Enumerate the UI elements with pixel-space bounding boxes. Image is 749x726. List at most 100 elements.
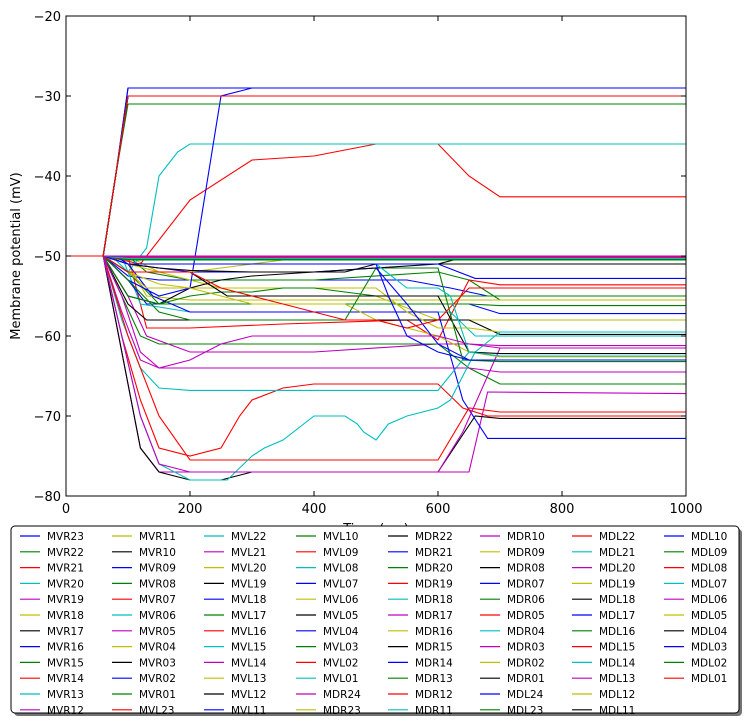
legend-label: MDL08 — [691, 563, 727, 575]
series-line-mvr05 — [66, 255, 686, 373]
legend-label: MVR01 — [139, 689, 176, 701]
legend-label: MDR10 — [507, 531, 545, 543]
legend-label: MVR11 — [139, 531, 176, 543]
legend-label: MDR18 — [415, 594, 453, 606]
legend-label: MVL09 — [323, 547, 358, 559]
legend-label: MDL21 — [599, 547, 635, 559]
legend-label: MVL04 — [323, 626, 359, 638]
x-tick-label: 200 — [178, 502, 203, 517]
legend-label: MDR07 — [507, 578, 545, 590]
x-axis: 0 200 400 600 800 1000 — [62, 16, 703, 517]
legend-label: MVR15 — [47, 657, 84, 669]
legend-label: MDL07 — [691, 578, 727, 590]
legend-label: MVR02 — [139, 673, 176, 685]
legend-label: MDL24 — [507, 689, 544, 701]
legend-label: MVR09 — [139, 563, 176, 575]
legend-label: MDL16 — [599, 626, 636, 638]
legend-label: MDL02 — [691, 657, 727, 669]
legend-label: MVL23 — [139, 705, 174, 717]
legend-label: MDL03 — [691, 642, 727, 654]
series-line-mvl07 — [66, 255, 686, 361]
legend-label: MDL04 — [691, 626, 728, 638]
legend-label: MVL12 — [231, 689, 266, 701]
y-tick-label: −70 — [34, 410, 61, 425]
legend: MVR23 MVR22 MVR21 MVR20 MVR19 MVR18 MVR17 MVR16… — [10, 525, 742, 717]
legend-label: MVL15 — [231, 642, 266, 654]
legend-label: MVR03 — [139, 657, 176, 669]
legend-label: MVL21 — [231, 547, 266, 559]
legend-label: MVR13 — [47, 689, 84, 701]
series-line-mvl21 — [66, 255, 686, 473]
x-tick-label: 400 — [302, 502, 327, 517]
legend-label: MDL11 — [599, 705, 635, 717]
legend-label: MVL02 — [323, 657, 358, 669]
y-tick-label: −20 — [34, 10, 61, 25]
legend-label: MVR06 — [139, 610, 176, 622]
legend-label: MDR15 — [415, 642, 453, 654]
legend-label: MVR23 — [47, 531, 84, 543]
legend-label: MDL14 — [599, 657, 636, 669]
series-line-mvl14 — [66, 255, 686, 369]
legend-label: MDL06 — [691, 594, 728, 606]
legend-label: MDR17 — [415, 610, 453, 622]
legend-label: MVR20 — [47, 578, 84, 590]
legend-label: MDR16 — [415, 626, 453, 638]
legend-label: MVL08 — [323, 563, 358, 575]
series-line-mvl23 — [66, 255, 686, 461]
y-tick-label: −30 — [34, 90, 61, 105]
legend-label: MDR01 — [507, 673, 545, 685]
series-line-mvl01 — [66, 255, 686, 259]
x-tick-label: 800 — [550, 502, 575, 517]
legend-label: MVR05 — [139, 626, 176, 638]
legend-label: MDR19 — [415, 578, 453, 590]
legend-label: MDL10 — [691, 531, 727, 543]
series-line-mvl17 — [66, 255, 686, 363]
y-tick-label: −50 — [34, 250, 61, 265]
series-line-mvr14 — [66, 143, 686, 265]
legend-label: MDR04 — [507, 626, 545, 638]
x-tick-label: 600 — [426, 502, 451, 517]
series-line-mdl01 — [66, 95, 686, 257]
legend-label: MVL16 — [231, 626, 267, 638]
legend-label: MVL14 — [231, 657, 267, 669]
legend-label: MVL13 — [231, 673, 266, 685]
legend-label: MDR02 — [507, 657, 545, 669]
y-axis: −80 −70 −60 −50 −40 −30 −20 — [34, 10, 686, 505]
legend-label: MDL17 — [599, 610, 635, 622]
legend-label: MVR14 — [47, 673, 84, 685]
legend-label: MVR07 — [139, 594, 176, 606]
legend-label: MVR12 — [47, 705, 84, 717]
legend-label: MDR23 — [323, 705, 361, 717]
legend-label: MDR24 — [323, 689, 361, 701]
series-lines-group — [66, 87, 687, 481]
series-line-mvl20 — [66, 255, 686, 358]
legend-label: MVL07 — [323, 578, 358, 590]
legend-label: MVL03 — [323, 642, 358, 654]
legend-label: MVR21 — [47, 563, 84, 575]
legend-label: MDL20 — [599, 563, 635, 575]
legend-label: MDR21 — [415, 547, 453, 559]
legend-label: MVL11 — [231, 705, 266, 717]
legend-label: MDR09 — [507, 547, 545, 559]
legend-label: MDL18 — [599, 594, 635, 606]
y-tick-label: −60 — [34, 330, 61, 345]
legend-label: MVR18 — [47, 610, 84, 622]
legend-label: MDL23 — [507, 705, 543, 717]
legend-label: MVL17 — [231, 610, 266, 622]
legend-label: MDL13 — [599, 673, 635, 685]
y-tick-label: −40 — [34, 170, 61, 185]
legend-label: MDR05 — [507, 610, 545, 622]
legend-entries: MVR23 MVR22 MVR21 MVR20 MVR19 MVR18 MVR17 MVR16… — [20, 531, 728, 717]
series-line-mvr07 — [66, 255, 686, 457]
legend-label: MDR08 — [507, 563, 545, 575]
legend-label: MDL19 — [599, 578, 635, 590]
legend-label: MVL20 — [231, 563, 266, 575]
legend-label: MVL18 — [231, 594, 266, 606]
legend-label: MVR22 — [47, 547, 84, 559]
legend-label: MDR14 — [415, 657, 453, 669]
legend-label: MVR10 — [139, 547, 176, 559]
legend-label: MDR20 — [415, 563, 453, 575]
legend-label: MVL01 — [323, 673, 358, 685]
legend-label: MDL12 — [599, 689, 635, 701]
